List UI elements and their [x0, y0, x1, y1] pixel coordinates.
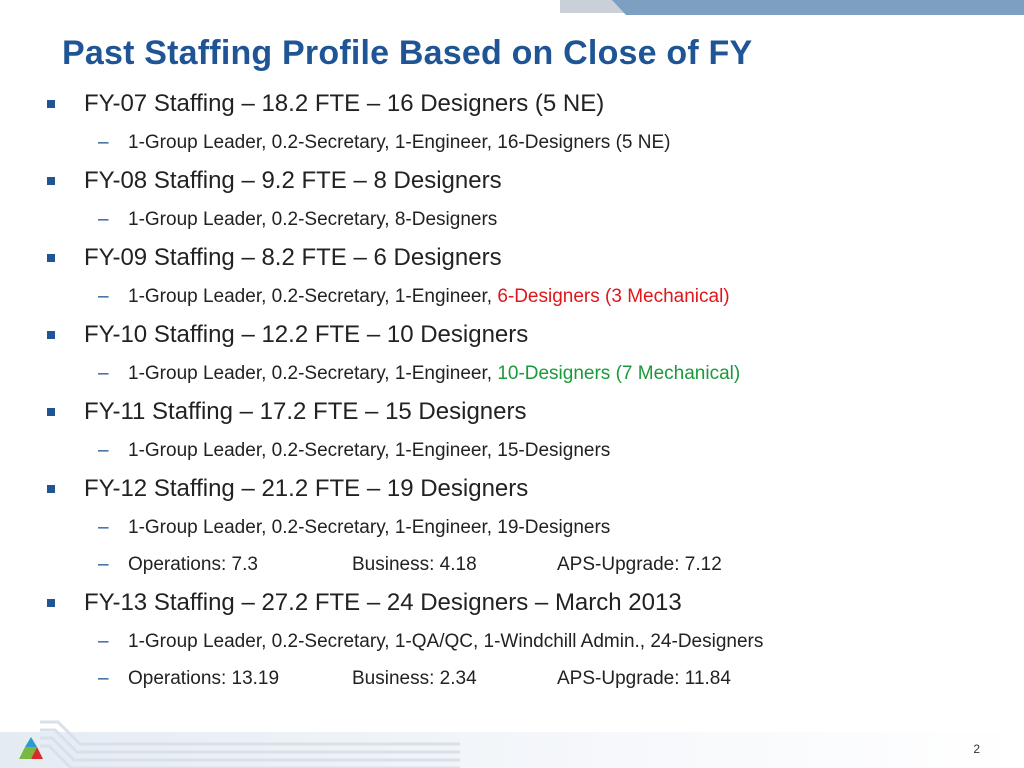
sub-bullet-budget-row: – Operations: 13.19 Business: 2.34 APS-Upg…	[0, 660, 1024, 697]
dash-bullet-icon: –	[98, 132, 109, 153]
dash-bullet-icon: –	[98, 440, 109, 461]
sub-bullet-text: 1-Group Leader, 0.2-Secretary, 1-Enginee…	[128, 132, 671, 153]
aps-upgrade-value: APS-Upgrade: 11.84	[557, 668, 731, 689]
operations-value: Operations: 7.3	[128, 554, 258, 575]
bullet-text: FY-13 Staffing – 27.2 FTE – 24 Designers…	[84, 589, 682, 616]
header-accent-blue-bar	[612, 0, 1024, 15]
bullet-item: FY-12 Staffing – 21.2 FTE – 19 Designers	[0, 469, 1024, 509]
bullet-text: FY-07 Staffing – 18.2 FTE – 16 Designers…	[84, 90, 605, 117]
bullet-item: FY-09 Staffing – 8.2 FTE – 6 Designers	[0, 238, 1024, 278]
square-bullet-icon	[47, 331, 55, 339]
bullet-group-fy13: FY-13 Staffing – 27.2 FTE – 24 Designers…	[0, 583, 1024, 697]
bullet-group-fy10: FY-10 Staffing – 12.2 FTE – 10 Designers…	[0, 315, 1024, 392]
bullet-item: FY-10 Staffing – 12.2 FTE – 10 Designers	[0, 315, 1024, 355]
bullet-group-fy09: FY-09 Staffing – 8.2 FTE – 6 Designers –…	[0, 238, 1024, 315]
sub-bullet-item: – 1-Group Leader, 0.2-Secretary, 1-Engin…	[0, 278, 1024, 315]
dash-bullet-icon: –	[98, 554, 109, 575]
dash-bullet-icon: –	[98, 363, 109, 384]
bullet-group-fy12: FY-12 Staffing – 21.2 FTE – 19 Designers…	[0, 469, 1024, 583]
sub-bullet-budget-row: – Operations: 7.3 Business: 4.18 APS-Upgra…	[0, 546, 1024, 583]
red-highlight-text: 6-Designers (3 Mechanical)	[497, 286, 730, 307]
bullet-text: FY-08 Staffing – 9.2 FTE – 8 Designers	[84, 167, 502, 194]
dash-bullet-icon: –	[98, 209, 109, 230]
bullet-group-fy11: FY-11 Staffing – 17.2 FTE – 15 Designers…	[0, 392, 1024, 469]
business-value: Business: 2.34	[352, 668, 477, 689]
square-bullet-icon	[47, 100, 55, 108]
footer-band	[0, 732, 1024, 768]
argonne-logo-icon	[19, 737, 43, 759]
bullet-text: FY-11 Staffing – 17.2 FTE – 15 Designers	[84, 398, 527, 425]
sub-bullet-item: – 1-Group Leader, 0.2-Secretary, 1-Engin…	[0, 355, 1024, 392]
business-value: Business: 4.18	[352, 554, 477, 575]
sub-bullet-text: 1-Group Leader, 0.2-Secretary, 1-QA/QC, …	[128, 631, 764, 652]
dash-bullet-icon: –	[98, 668, 109, 689]
sub-bullet-text: 1-Group Leader, 0.2-Secretary, 1-Enginee…	[128, 517, 611, 538]
bullet-group-fy08: FY-08 Staffing – 9.2 FTE – 8 Designers –…	[0, 161, 1024, 238]
dash-bullet-icon: –	[98, 631, 109, 652]
page-number: 2	[973, 742, 980, 756]
sub-bullet-text: 1-Group Leader, 0.2-Secretary, 1-Enginee…	[128, 363, 498, 384]
aps-upgrade-value: APS-Upgrade: 7.12	[557, 554, 722, 575]
green-highlight-text: 10-Designers (7 Mechanical)	[497, 363, 741, 384]
bullet-list: FY-07 Staffing – 18.2 FTE – 16 Designers…	[0, 84, 1024, 697]
square-bullet-icon	[47, 177, 55, 185]
sub-bullet-item: – 1-Group Leader, 0.2-Secretary, 1-Engin…	[0, 509, 1024, 546]
bullet-item: FY-13 Staffing – 27.2 FTE – 24 Designers…	[0, 583, 1024, 623]
footer-stripes-decoration	[40, 720, 460, 768]
bullet-item: FY-08 Staffing – 9.2 FTE – 8 Designers	[0, 161, 1024, 201]
bullet-group-fy07: FY-07 Staffing – 18.2 FTE – 16 Designers…	[0, 84, 1024, 161]
square-bullet-icon	[47, 254, 55, 262]
operations-value: Operations: 13.19	[128, 668, 280, 689]
sub-bullet-text: 1-Group Leader, 0.2-Secretary, 8-Designe…	[128, 209, 498, 230]
sub-bullet-item: – 1-Group Leader, 0.2-Secretary, 1-Engin…	[0, 124, 1024, 161]
bullet-item: FY-07 Staffing – 18.2 FTE – 16 Designers…	[0, 84, 1024, 124]
sub-bullet-item: – 1-Group Leader, 0.2-Secretary, 1-QA/QC…	[0, 623, 1024, 660]
sub-bullet-item: – 1-Group Leader, 0.2-Secretary, 1-Engin…	[0, 432, 1024, 469]
square-bullet-icon	[47, 485, 55, 493]
sub-bullet-text: 1-Group Leader, 0.2-Secretary, 1-Enginee…	[128, 286, 498, 307]
bullet-item: FY-11 Staffing – 17.2 FTE – 15 Designers	[0, 392, 1024, 432]
square-bullet-icon	[47, 408, 55, 416]
dash-bullet-icon: –	[98, 517, 109, 538]
sub-bullet-item: – 1-Group Leader, 0.2-Secretary, 8-Desig…	[0, 201, 1024, 238]
bullet-text: FY-12 Staffing – 21.2 FTE – 19 Designers	[84, 475, 529, 502]
slide-title: Past Staffing Profile Based on Close of …	[62, 34, 753, 72]
dash-bullet-icon: –	[98, 286, 109, 307]
bullet-text: FY-09 Staffing – 8.2 FTE – 6 Designers	[84, 244, 502, 271]
square-bullet-icon	[47, 599, 55, 607]
bullet-text: FY-10 Staffing – 12.2 FTE – 10 Designers	[84, 321, 529, 348]
sub-bullet-text: 1-Group Leader, 0.2-Secretary, 1-Enginee…	[128, 440, 611, 461]
